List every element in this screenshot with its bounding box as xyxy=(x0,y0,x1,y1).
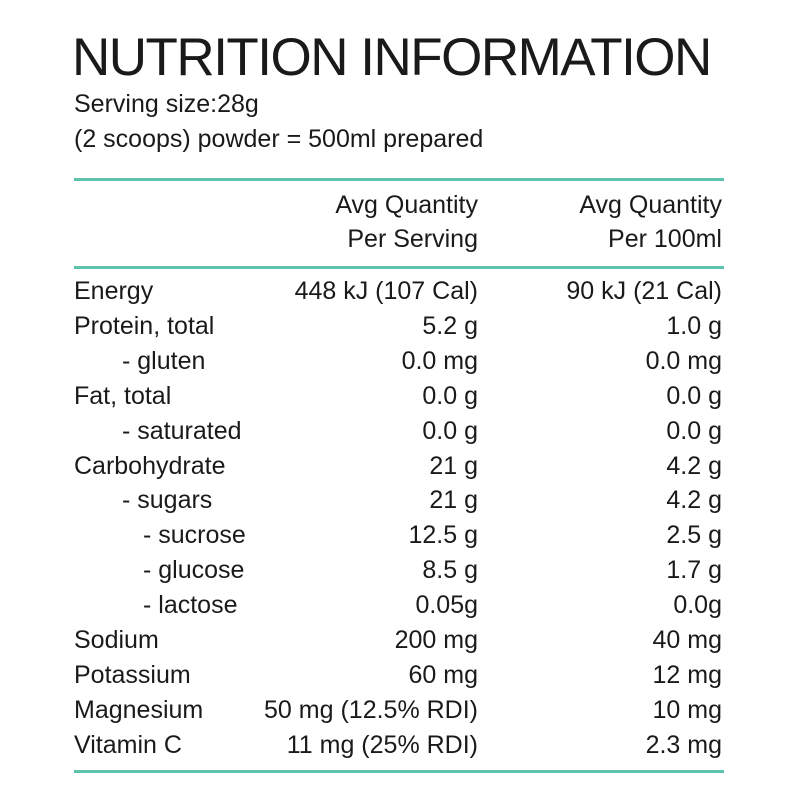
column-header-line: Per 100ml xyxy=(608,225,722,253)
bottom-rule xyxy=(74,770,724,773)
per-serving-value: 448 kJ (107 Cal) xyxy=(294,277,478,305)
nutrient-label: Magnesium xyxy=(74,695,204,724)
per-serving-value: 200 mg xyxy=(394,626,478,654)
column-header-per-serving: Avg Quantity Per Serving xyxy=(335,188,478,256)
nutrient-label: - lactose xyxy=(143,591,238,620)
nutrient-label: Energy xyxy=(74,277,154,305)
column-header-line: Per Serving xyxy=(347,225,478,253)
per-serving-value: 8.5 g xyxy=(422,556,478,585)
per-100ml-value: 0.0g xyxy=(673,591,722,620)
per-serving-value: 0.0 g xyxy=(422,416,478,445)
table-row: - saturated 0.0 g 0.0 g xyxy=(74,414,724,449)
table-row: - lactose 0.05g 0.0g xyxy=(74,588,724,623)
table-row: Energy 448 kJ (107 Cal) 90 kJ (21 Cal) xyxy=(74,274,724,309)
per-serving-value: 0.0 mg xyxy=(401,346,478,375)
column-header-line: Avg Quantity xyxy=(579,191,722,219)
table-row: - gluten 0.0 mg 0.0 mg xyxy=(74,344,724,379)
per-100ml-value: 4.2 g xyxy=(666,486,722,515)
table-row: - glucose 8.5 g 1.7 g xyxy=(74,553,724,588)
per-100ml-value: 90 kJ (21 Cal) xyxy=(566,277,722,305)
nutrient-label: - sucrose xyxy=(143,521,246,550)
per-100ml-value: 2.5 g xyxy=(666,521,722,550)
table-row: Potassium 60 mg 12 mg xyxy=(74,658,724,693)
per-100ml-value: 1.7 g xyxy=(666,556,722,585)
per-100ml-value: 4.2 g xyxy=(666,451,722,480)
table-row: Fat, total 0.0 g 0.0 g xyxy=(74,379,724,414)
nutrient-label: Potassium xyxy=(74,660,191,689)
per-serving-value: 5.2 g xyxy=(422,311,478,340)
nutrient-label: - sugars xyxy=(122,486,213,515)
per-100ml-value: 40 mg xyxy=(652,626,722,654)
per-serving-value: 21 g xyxy=(429,486,478,515)
per-100ml-value: 0.0 mg xyxy=(645,346,722,375)
nutrient-label: Sodium xyxy=(74,626,159,654)
per-serving-value: 0.05g xyxy=(415,591,478,620)
per-100ml-value: 10 mg xyxy=(652,695,722,724)
table-row: - sugars 21 g 4.2 g xyxy=(74,483,724,518)
per-100ml-value: 0.0 g xyxy=(666,381,722,410)
top-rule xyxy=(74,178,724,181)
serving-note: (2 scoops) powder = 500ml prepared xyxy=(74,125,484,153)
nutrient-label: - glucose xyxy=(143,556,245,585)
per-100ml-value: 2.3 mg xyxy=(645,730,722,759)
column-header-line: Avg Quantity xyxy=(335,191,478,219)
nutrient-label: Vitamin C xyxy=(74,730,182,759)
header-rule xyxy=(74,266,724,269)
per-100ml-value: 1.0 g xyxy=(666,311,722,340)
per-100ml-value: 0.0 g xyxy=(666,416,722,445)
column-header-per-100ml: Avg Quantity Per 100ml xyxy=(579,188,722,256)
nutrient-label: Protein, total xyxy=(74,311,215,340)
table-row: Carbohydrate 21 g 4.2 g xyxy=(74,449,724,484)
nutrient-label: - saturated xyxy=(122,416,242,445)
per-100ml-value: 12 mg xyxy=(652,660,722,689)
serving-size: Serving size:28g xyxy=(74,90,259,118)
per-serving-value: 11 mg (25% RDI) xyxy=(286,730,478,759)
nutrient-label: Carbohydrate xyxy=(74,451,226,480)
table-row: - sucrose 12.5 g 2.5 g xyxy=(74,518,724,553)
table-row: Magnesium 50 mg (12.5% RDI) 10 mg xyxy=(74,693,724,728)
per-serving-value: 21 g xyxy=(429,451,478,480)
per-serving-value: 12.5 g xyxy=(408,521,478,550)
per-serving-value: 60 mg xyxy=(408,660,478,689)
table-row: Vitamin C 11 mg (25% RDI) 2.3 mg xyxy=(74,728,724,763)
per-serving-value: 0.0 g xyxy=(422,381,478,410)
page-title: NUTRITION INFORMATION xyxy=(72,28,712,87)
nutrient-label: Fat, total xyxy=(74,381,172,410)
table-row: Sodium 200 mg 40 mg xyxy=(74,623,724,658)
nutrient-label: - gluten xyxy=(122,346,206,375)
per-serving-value: 50 mg (12.5% RDI) xyxy=(264,695,478,724)
table-row: Protein, total 5.2 g 1.0 g xyxy=(74,309,724,344)
